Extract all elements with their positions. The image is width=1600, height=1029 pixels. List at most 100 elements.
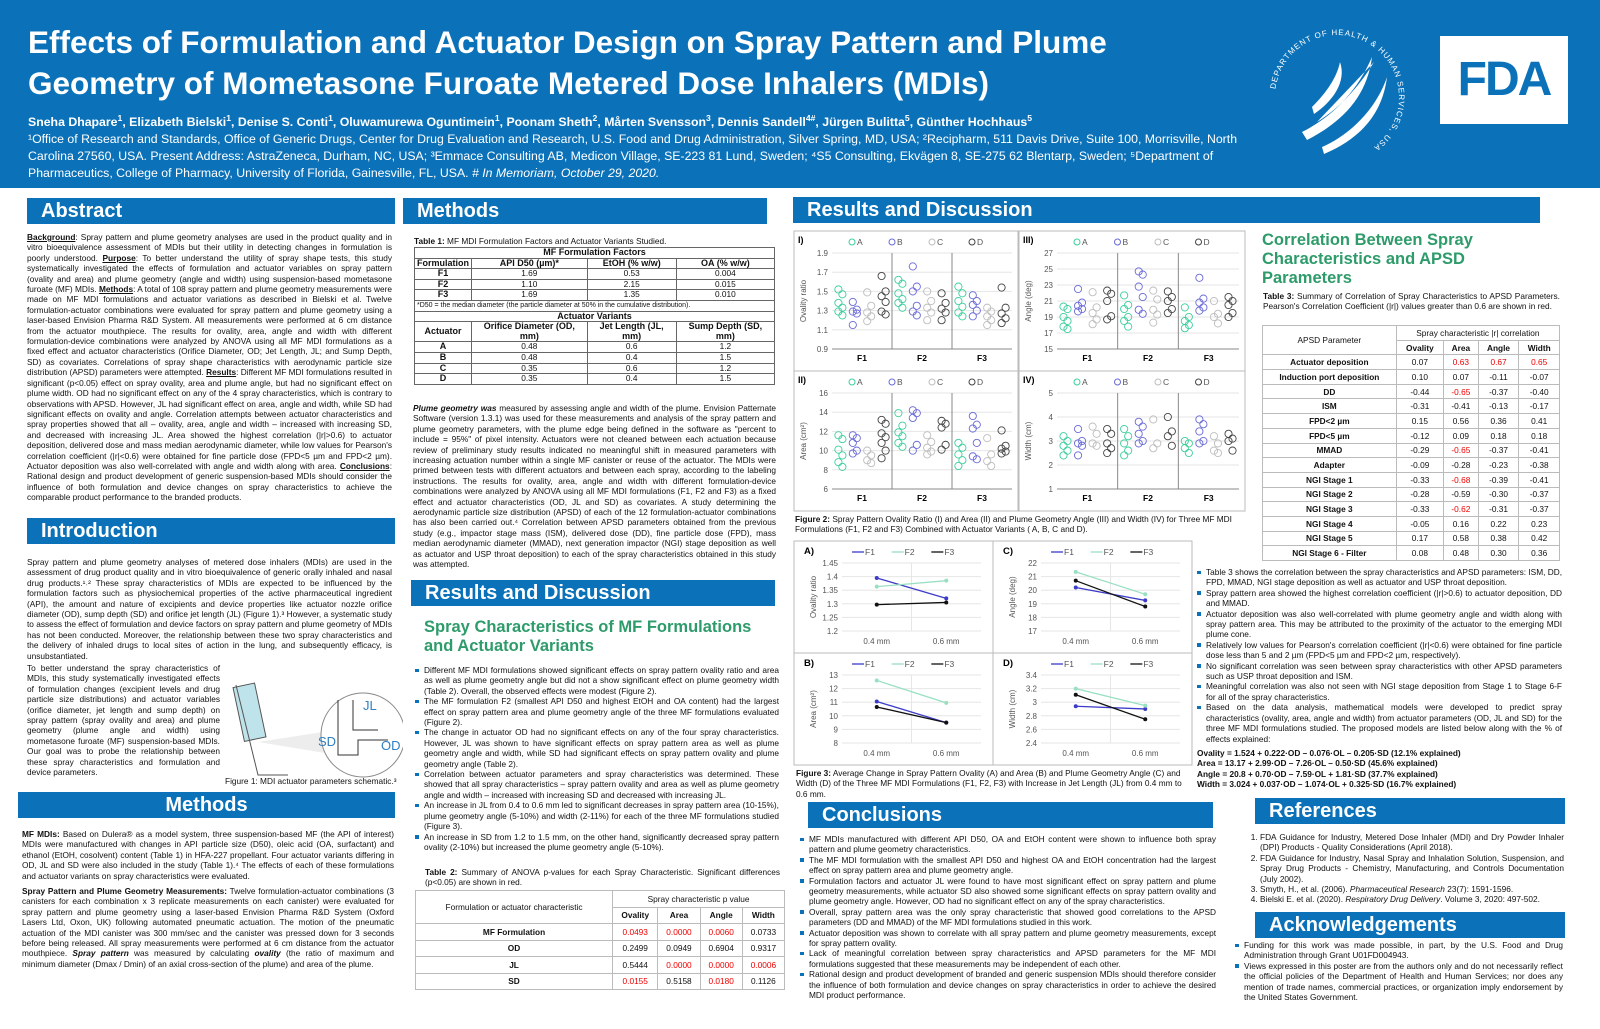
table-row: F3 1.69 1.35 0.010 [414, 289, 776, 301]
legend-label: D [977, 237, 983, 247]
scatter-point-B [1134, 439, 1143, 448]
table-cell: 0.5158 [657, 972, 701, 990]
legend-label: C [937, 237, 943, 247]
table-cell: 0.23 [1518, 515, 1560, 532]
abstract-label: Background [27, 232, 76, 242]
scatter-point-B [1199, 436, 1208, 446]
table-cell: 1.69 [471, 268, 588, 280]
scatter-point-C [983, 434, 992, 443]
correlation-bullet: Meaningful correlation was also not seen… [1195, 681, 1562, 702]
scatter-point-A [954, 282, 963, 291]
table-cell: 0.4 [586, 351, 677, 364]
scatter-point-B [972, 438, 981, 447]
y-tick-label: 14 [819, 408, 828, 417]
scatter-point-A [954, 438, 963, 447]
scatter-point-C [867, 451, 876, 460]
legend-label: F3 [944, 547, 954, 557]
data-point-F3 [1143, 717, 1148, 722]
scatter-point-D [1107, 444, 1116, 453]
scatter-point-B [1138, 270, 1147, 279]
correlation-bullet: Relatively low values for Pearson's corr… [1195, 640, 1562, 661]
table-cell: -0.28 [1443, 457, 1479, 473]
table-cell: 0.07 [1395, 354, 1445, 371]
legend-marker [848, 378, 856, 386]
table-row: Adapter -0.09 -0.28 -0.23 -0.38 [1262, 457, 1560, 473]
scatter-point-B [1134, 429, 1143, 438]
scatter-point-C [1088, 308, 1097, 318]
scatter-point-C [1209, 296, 1218, 306]
scatter-point-B [968, 452, 977, 461]
author-affiliation-mark: 2 [592, 113, 598, 123]
panel-label: III) [1023, 235, 1034, 245]
table-row: SD 0.0155 0.5158 0.0180 0.1126 [414, 972, 786, 990]
scatter-point-D [877, 454, 886, 463]
scatter-point-C [1209, 312, 1218, 322]
series-line-F1 [876, 700, 947, 724]
abstract-heading: Abstract [27, 198, 395, 224]
table-cell: -0.33 [1395, 501, 1445, 517]
scatter-point-C [927, 437, 936, 447]
scatter-point-D [937, 316, 946, 325]
data-point-F3 [874, 602, 879, 607]
scatter-point-D [997, 426, 1006, 435]
scatter-point-A [958, 312, 967, 321]
legend-marker [968, 238, 976, 246]
correlation-subheading: Correlation Between Spray Characteristic… [1262, 231, 1473, 287]
legend-label: F3 [1143, 547, 1153, 557]
table-cell: -0.09 [1395, 457, 1445, 473]
scatter-point-B [968, 424, 977, 433]
legend-label: A [857, 377, 863, 387]
x-category-label: F3 [1204, 493, 1214, 503]
scatter-point-D [941, 308, 950, 317]
methods-heading-2: Methods [403, 198, 767, 224]
y-axis-label: Area (cm²) [809, 690, 818, 728]
y-tick-label: 22 [1028, 559, 1037, 568]
table-row: NGI Stage 4 -0.05 0.16 0.22 0.23 [1262, 515, 1560, 532]
scatter-point-B [1138, 309, 1147, 318]
y-tick-label: 15 [1044, 345, 1053, 354]
panel-label: B) [804, 658, 814, 669]
row-label: NGI Stage 3 [1262, 501, 1397, 517]
author: Mårten Svensson3 [604, 113, 711, 130]
table-cell: 1.2 [675, 341, 776, 353]
row-header: APSD Parameter [1262, 324, 1397, 356]
author-affiliation-mark: 1 [226, 113, 232, 123]
scatter-point-C [1149, 415, 1158, 424]
table-row: F1 1.69 0.53 0.004 [414, 268, 776, 280]
table-row: NGI Stage 1 -0.33 -0.68 -0.39 -0.41 [1262, 471, 1560, 488]
legend-marker [928, 378, 936, 386]
data-point-F3 [1073, 692, 1078, 697]
scatter-point-C [927, 447, 936, 456]
table-cell: 0.48 [471, 341, 588, 353]
conclusion-bullet: The MF MDI formulation with the smallest… [798, 855, 1216, 876]
chart-panel-border [793, 540, 994, 654]
introduction-p1: Spray pattern and plume geometry analyse… [27, 557, 392, 661]
scatter-point-A [894, 409, 903, 418]
data-point-F2 [874, 678, 879, 683]
table-row: Actuator Orifice Diameter (OD, mm) Jet Len… [414, 321, 776, 343]
table-cell: 0.0180 [699, 972, 743, 990]
y-tick-label: 10 [829, 712, 838, 721]
scatter-point-B [1195, 306, 1204, 315]
legend-label: F2 [905, 659, 915, 669]
scatter-point-D [1001, 447, 1010, 456]
author-affiliation-mark: 4# [805, 113, 816, 123]
table-row: FPD<2 µm 0.15 0.56 0.36 0.41 [1262, 413, 1560, 429]
legend-label: F2 [905, 547, 915, 557]
journal-name: Pharmaceutical Research [1349, 884, 1445, 895]
scatter-point-A [1059, 441, 1068, 450]
column-header: Ovality [1395, 339, 1445, 356]
panel-label: C) [1003, 546, 1013, 557]
legend-marker [1073, 378, 1081, 386]
y-tick-label: 19 [1028, 600, 1037, 609]
abstract-text: : A total of 108 spray pattern and plume… [27, 284, 392, 378]
sd-label: SD [318, 734, 336, 749]
row-label: NGI Stage 6 - Filter [1262, 545, 1397, 561]
legend-marker [888, 378, 896, 386]
correlation-bullet: Actuator deposition was also well-correl… [1195, 609, 1562, 640]
x-category-label: F1 [857, 493, 867, 503]
scatter-point-A [1063, 436, 1072, 446]
y-tick-label: 11 [830, 698, 839, 707]
scatter-point-B [1074, 451, 1083, 460]
table-row: MMAD -0.29 -0.65 -0.37 -0.41 [1262, 442, 1560, 459]
